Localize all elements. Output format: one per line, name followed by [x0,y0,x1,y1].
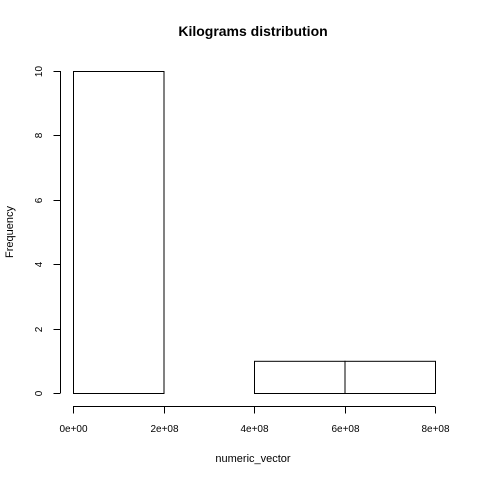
x-tick-label: 0e+00 [59,424,88,435]
histogram-bar-3 [254,360,346,394]
y-tick-label: 4 [34,261,45,267]
x-axis-label: numeric_vector [215,453,291,465]
y-tick-label: 0 [34,390,45,396]
y-axis: 0 2 4 6 8 10 [34,66,61,396]
x-tick-label: 4e+08 [240,424,269,435]
histogram-bars [73,71,436,394]
y-tick-label: 8 [34,132,45,138]
x-axis: 0e+00 2e+08 4e+08 6e+08 8e+08 [59,406,450,435]
y-axis-label: Frequency [4,206,16,258]
y-tick-label: 6 [34,197,45,203]
histogram-bar-1 [73,71,165,394]
chart-title: Kilograms distribution [178,23,327,39]
y-tick-label: 10 [34,66,45,78]
y-tick-label: 2 [34,326,45,332]
x-tick-label: 6e+08 [331,424,360,435]
x-tick-label: 8e+08 [421,424,450,435]
x-tick-label: 2e+08 [150,424,179,435]
histogram-bar-4 [344,360,436,394]
